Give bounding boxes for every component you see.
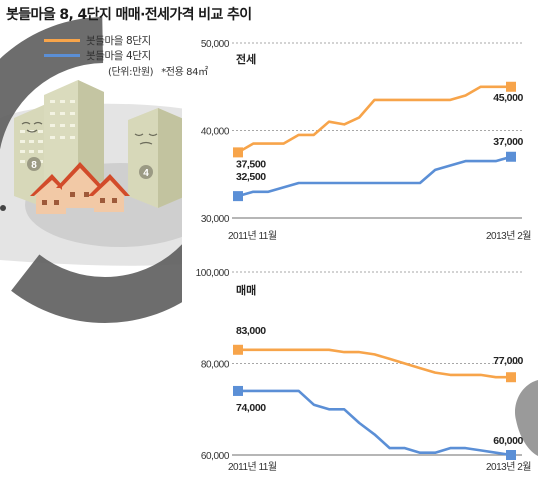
- y-tick-label: 80,000: [201, 360, 230, 371]
- building-middle: [44, 80, 104, 192]
- data-label: 83,000: [236, 325, 266, 337]
- series-line: [238, 389, 512, 457]
- series-line: [237, 155, 512, 198]
- data-label: 37,000: [493, 136, 523, 148]
- data-label: 60,000: [493, 435, 523, 447]
- building-4-badge: [139, 165, 153, 179]
- legend-swatch-4: [44, 54, 80, 57]
- building-8-badge: [27, 157, 41, 171]
- y-tick-label: 100,000: [196, 268, 230, 279]
- data-label: 45,000: [493, 92, 523, 104]
- background-ring: [0, 17, 258, 323]
- chart-title: 매매: [236, 283, 256, 297]
- series-end-marker: [506, 151, 516, 162]
- y-tick-label: 40,000: [201, 127, 230, 138]
- legend-notes: (단위:만원) *전용 84㎡: [108, 63, 216, 78]
- legend-label-4: 봇들마을 4단지: [86, 50, 151, 62]
- data-label: 74,000: [236, 402, 266, 414]
- y-tick-label: 30,000: [201, 214, 230, 225]
- series-end-marker: [506, 372, 516, 383]
- series-start-marker: [233, 385, 243, 396]
- legend-label-8: 봇들마을 8단지: [86, 35, 151, 47]
- series-start-marker: [233, 344, 243, 355]
- legend-item-4: 봇들마을 4단지: [44, 48, 151, 63]
- chart-title: 전세: [236, 52, 256, 66]
- y-tick-label: 60,000: [201, 451, 230, 462]
- unit-note: (단위:만원): [108, 67, 154, 78]
- data-label: 32,500: [236, 171, 266, 183]
- series-line: [237, 85, 511, 154]
- area-note: *전용 84㎡: [161, 67, 208, 78]
- building-4: [128, 108, 186, 208]
- x-tick-label: 2011년 11월: [228, 230, 277, 242]
- legend: 봇들마을 8단지 봇들마을 4단지 (단위:만원) *전용 84㎡: [44, 33, 208, 78]
- series-line: [238, 348, 511, 379]
- x-tick-label: 2013년 2월: [486, 461, 531, 473]
- legend-item-8: 봇들마을 8단지: [44, 33, 151, 48]
- ring-dot: [0, 205, 6, 211]
- houses: [30, 162, 130, 214]
- x-tick-label: 2011년 11월: [228, 461, 277, 473]
- x-tick-label: 2013년 2월: [486, 230, 531, 242]
- series-end-marker: [506, 81, 516, 92]
- series-start-marker: [233, 147, 243, 158]
- y-tick-label: 50,000: [201, 39, 230, 50]
- data-label: 37,500: [236, 158, 266, 170]
- background-disc-right-front: [514, 380, 538, 456]
- series-end-marker: [506, 450, 516, 460]
- series-start-marker: [233, 191, 243, 202]
- legend-swatch-8: [44, 39, 80, 42]
- data-label: 77,000: [493, 355, 523, 367]
- page-title: 봇들마을 8, 4단지 매매·전세가격 비교 추이: [6, 7, 252, 23]
